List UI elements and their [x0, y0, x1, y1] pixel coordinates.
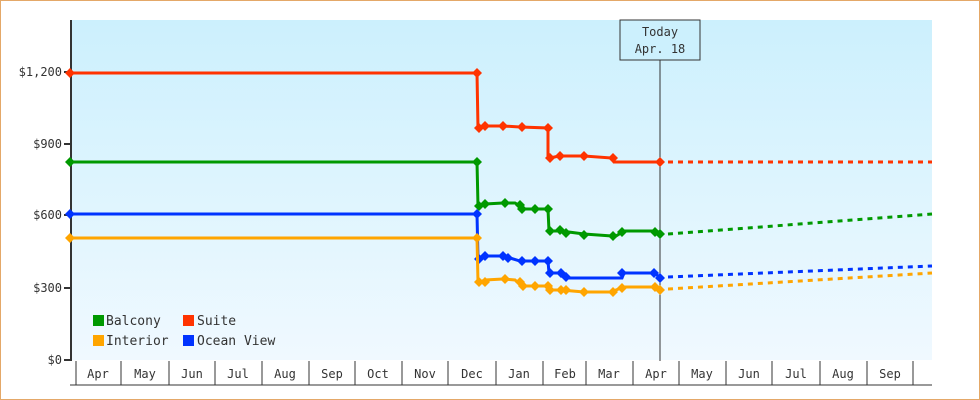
series-interior — [65, 233, 933, 297]
x-tick-label: Nov — [414, 367, 436, 381]
y-axis: $1,200 $900 $600 $300 $0 — [19, 20, 72, 367]
y-tick-label: $300 — [33, 281, 62, 295]
x-tick-label: Apr — [645, 367, 667, 381]
today-label: Today — [642, 25, 678, 39]
x-tick-label: Jun — [181, 367, 203, 381]
x-tick-label: Sep — [879, 367, 901, 381]
x-tick-label: Apr — [87, 367, 109, 381]
x-tick-label: Sep — [321, 367, 343, 381]
legend-item-ocean-view: Ocean View — [183, 334, 275, 349]
y-tick-label: $0 — [48, 353, 62, 367]
x-tick-label: Dec — [461, 367, 483, 381]
legend-swatch — [93, 335, 104, 346]
x-tick-label: Aug — [274, 367, 296, 381]
legend-item-balcony: Balcony — [93, 314, 161, 329]
x-tick-label: May — [691, 367, 713, 381]
x-tick-label: Aug — [832, 367, 854, 381]
y-tick-label: $1,200 — [19, 65, 62, 79]
today-marker: Today Apr. 18 — [619, 19, 701, 361]
legend-swatch — [183, 335, 194, 346]
series-ocean-view — [65, 209, 933, 283]
legend-label: Ocean View — [197, 334, 275, 349]
series-suite — [65, 68, 932, 167]
x-axis: Apr May Jun Jul Aug Sep Oct Nov Dec Jan … — [70, 361, 932, 386]
x-tick-label: Oct — [367, 367, 389, 381]
legend-item-interior: Interior — [93, 334, 169, 349]
legend-item-suite: Suite — [183, 314, 236, 329]
legend-label: Interior — [106, 334, 169, 349]
x-tick-label: May — [134, 367, 156, 381]
legend-swatch — [183, 315, 194, 326]
y-tick-label: $900 — [33, 137, 62, 151]
x-tick-label: Mar — [598, 367, 620, 381]
legend-swatch — [93, 315, 104, 326]
series-balcony — [65, 157, 933, 241]
plot-area — [70, 20, 932, 360]
y-tick-label: $600 — [33, 208, 62, 222]
x-tick-label: Jul — [227, 367, 249, 381]
x-tick-label: Feb — [554, 367, 576, 381]
x-tick-label: Jun — [738, 367, 760, 381]
x-tick-label: Jan — [508, 367, 530, 381]
legend-label: Balcony — [106, 314, 161, 329]
today-date: Apr. 18 — [635, 42, 686, 56]
today-label-box — [619, 19, 701, 61]
x-tick-label: Jul — [785, 367, 807, 381]
legend: Balcony Suite Interior Ocean View — [93, 314, 275, 349]
legend-label: Suite — [197, 314, 236, 329]
